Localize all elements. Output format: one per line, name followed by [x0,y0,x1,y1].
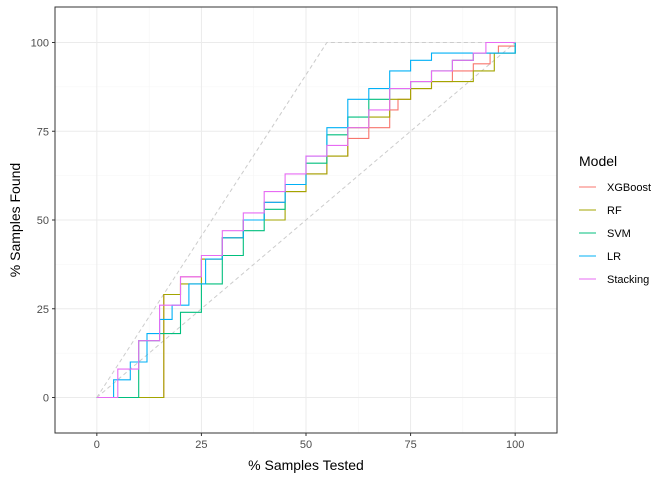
reference-lines [96,42,516,398]
x-tick-label: 50 [300,439,312,451]
y-tick-label: 25 [37,304,49,316]
legend-title: Model [579,153,617,169]
legend-label-svm: SVM [607,228,631,240]
legend: Model XGBoost RF SVM LR Stacking [579,153,651,286]
plot-area [54,6,558,434]
y-tick-label: 50 [37,215,49,227]
reference-line [96,42,516,398]
series-lines [96,41,516,399]
legend-items: XGBoost RF SVM LR Stacking [579,182,651,286]
y-tick-label: 0 [43,393,49,405]
y-tick-label: 75 [37,126,49,138]
series-line-lr [96,42,516,399]
legend-label-rf: RF [607,205,622,217]
y-axis: 0 25 50 75 100 [31,38,55,405]
x-tick-label: 0 [94,439,100,451]
x-tick-label: 25 [195,439,207,451]
legend-label-xgboost: XGBoost [607,182,651,194]
series-line-stacking [96,41,516,399]
x-tick-label: 100 [506,439,524,451]
x-axis-title: % Samples Tested [248,457,364,473]
legend-label-lr: LR [607,251,621,263]
legend-label-stacking: Stacking [607,274,649,286]
x-tick-label: 75 [404,439,416,451]
reference-line [96,42,516,398]
x-axis: 0 25 50 75 100 [94,433,524,451]
y-axis-title: % Samples Found [7,163,23,277]
y-tick-label: 100 [31,38,49,50]
